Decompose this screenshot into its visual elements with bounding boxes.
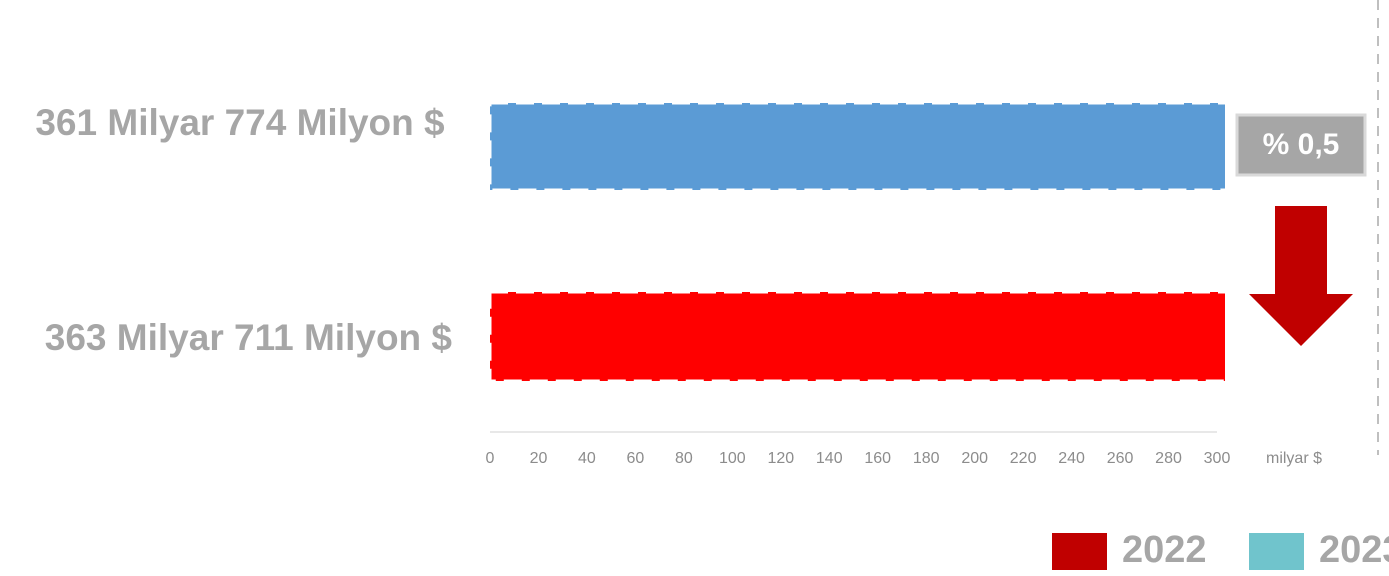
x-unit: milyar $ <box>1266 450 1322 467</box>
x-tick-label: 100 <box>719 450 746 467</box>
x-tick-label: 280 <box>1155 450 1182 467</box>
x-tick-label: 120 <box>767 450 794 467</box>
x-tick-label: 80 <box>675 450 693 467</box>
x-tick-label: 160 <box>864 450 891 467</box>
x-tick-label: 300 <box>1204 450 1231 467</box>
x-tick-label: 200 <box>961 450 988 467</box>
x-tick-label: 220 <box>1010 450 1037 467</box>
x-tick-label: 40 <box>578 450 596 467</box>
x-tick-label: 20 <box>530 450 548 467</box>
value-label: 363 Milyar 711 Milyon $ <box>44 317 452 358</box>
legend-swatch <box>1052 533 1107 570</box>
bar <box>488 101 1225 192</box>
x-tick-label: 180 <box>913 450 940 467</box>
annotation: % 0,5 <box>1263 128 1340 161</box>
x-tick-label: 60 <box>627 450 645 467</box>
value-label: 361 Milyar 774 Milyon $ <box>35 102 445 143</box>
annotation-box <box>1235 113 1367 177</box>
x-tick-label: 260 <box>1107 450 1134 467</box>
x-tick-label: 240 <box>1058 450 1085 467</box>
down-arrow <box>1249 206 1353 346</box>
legend-label: 2022 <box>1122 529 1207 571</box>
x-tick-label: 140 <box>816 450 843 467</box>
legend-swatch <box>1249 533 1304 570</box>
x-tick-label: 0 <box>486 450 495 467</box>
bar <box>488 290 1225 383</box>
